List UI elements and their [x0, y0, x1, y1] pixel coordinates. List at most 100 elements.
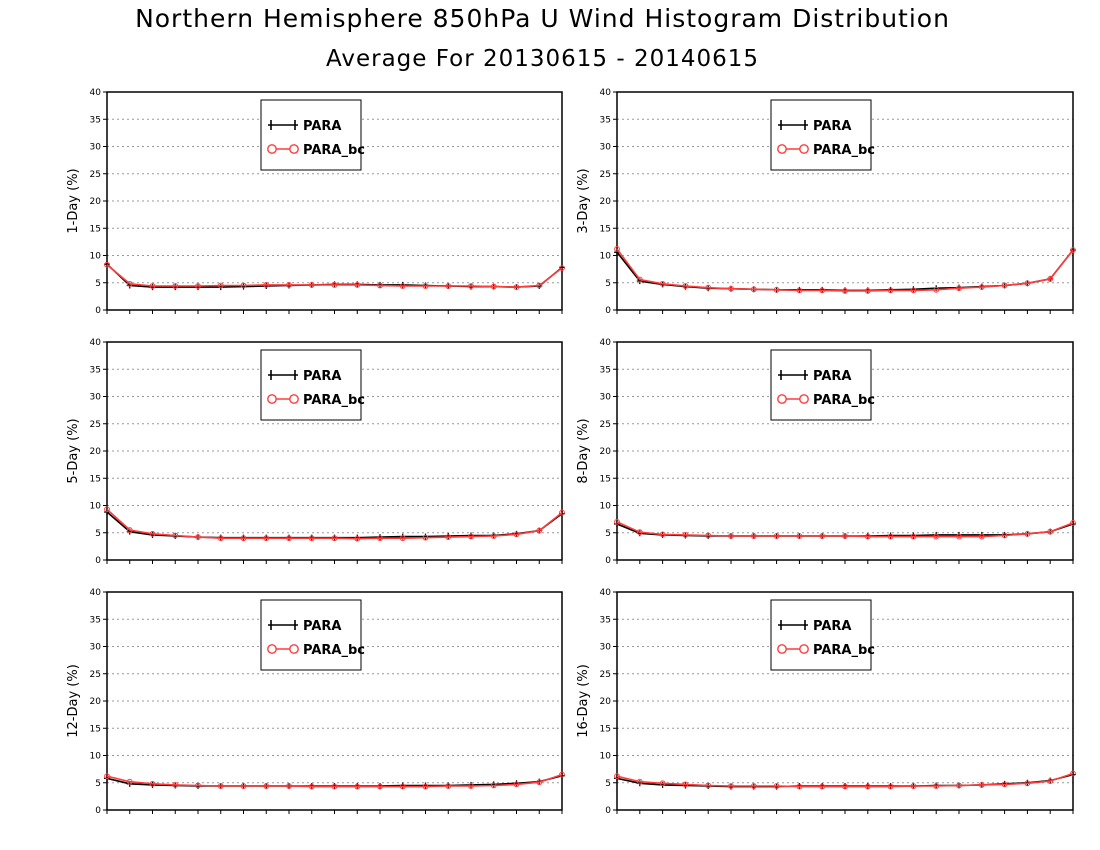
data-point [331, 535, 338, 542]
data-point [126, 527, 133, 533]
data-point [468, 283, 474, 289]
legend-label: PARA_bc [813, 393, 875, 408]
data-point [490, 283, 497, 290]
data-point [682, 781, 689, 788]
data-point [286, 282, 292, 288]
y-tick-label: 10 [90, 752, 102, 762]
y-tick-label: 0 [95, 306, 101, 316]
data-point [819, 783, 826, 790]
y-tick-label: 20 [600, 197, 612, 207]
y-tick-label: 30 [600, 143, 612, 153]
data-point [536, 779, 543, 786]
data-point [614, 773, 620, 780]
data-point [422, 783, 429, 790]
data-point [842, 288, 848, 294]
y-axis-label: 8-Day (%) [576, 418, 591, 483]
legend: PARA PARA_bc [260, 99, 365, 171]
data-point [559, 771, 565, 778]
y-axis-label: 12-Day (%) [66, 664, 81, 738]
y-tick-label: 30 [90, 643, 102, 653]
data-point [728, 285, 734, 292]
y-tick-label: 35 [90, 365, 101, 375]
y-tick-label: 15 [90, 724, 101, 734]
data-point [149, 530, 156, 537]
data-point [728, 533, 734, 539]
y-tick-label: 25 [90, 420, 101, 430]
y-tick-label: 0 [95, 806, 101, 816]
y-tick-label: 25 [90, 670, 101, 680]
legend-marker [289, 644, 299, 654]
legend-marker [267, 144, 277, 154]
data-point [773, 533, 780, 539]
series-line-para-bc [616, 521, 1074, 538]
chart-panel: 0 5 10 15 20 25 30 35 40 5-Day (%) PARA PARA_bc [66, 338, 565, 566]
data-point [910, 287, 917, 294]
chart-panel: 0 5 10 15 20 25 30 35 40 16-Day (%) PARA PARA_bc [576, 588, 1076, 816]
data-point [887, 287, 894, 294]
data-point [1070, 247, 1076, 253]
data-point [354, 535, 361, 542]
data-point [513, 284, 520, 291]
data-point [1001, 532, 1008, 539]
data-point [286, 783, 292, 789]
y-tick-label: 15 [90, 224, 101, 234]
y-axis-label: 5-Day (%) [66, 418, 81, 483]
data-point [217, 535, 224, 542]
plot-frame [616, 341, 1074, 561]
data-point [750, 783, 757, 789]
data-point [149, 283, 156, 289]
y-tick-label: 5 [605, 779, 611, 789]
chart-panel: 0 5 10 15 20 25 30 35 40 1-Day (%) PARA PARA_bc [66, 88, 565, 316]
legend-marker [799, 394, 809, 404]
data-point [354, 783, 361, 790]
y-tick-label: 40 [600, 88, 612, 98]
data-point [682, 532, 689, 538]
data-point [513, 781, 520, 788]
chart-panel: 0 5 10 15 20 25 30 35 40 12-Day (%) PARA PARA_bc [66, 588, 565, 816]
data-point [1024, 780, 1031, 787]
data-point [978, 533, 985, 540]
data-point [773, 783, 780, 789]
chart-panel: 0 5 10 15 20 25 30 35 40 8-Day (%) PARA PARA_bc [576, 338, 1076, 566]
data-point [513, 531, 520, 538]
data-point [149, 780, 156, 787]
data-point [682, 283, 689, 289]
data-point [422, 534, 429, 541]
y-tick-label: 40 [90, 338, 102, 348]
data-point [1024, 280, 1031, 287]
data-point [308, 535, 315, 542]
legend-marker [267, 394, 277, 404]
legend: PARA PARA_bc [260, 349, 365, 421]
data-point [399, 783, 406, 790]
data-point [308, 783, 315, 790]
data-point [614, 518, 620, 525]
y-tick-label: 30 [600, 643, 612, 653]
y-tick-label: 20 [90, 197, 102, 207]
legend-box [260, 349, 362, 421]
data-point [172, 782, 179, 788]
legend-label: PARA [303, 619, 341, 634]
legend-marker [777, 394, 787, 404]
y-tick-label: 0 [605, 556, 611, 566]
data-point [636, 529, 643, 536]
data-point [354, 282, 361, 288]
legend-box [260, 99, 362, 171]
data-point [842, 533, 848, 539]
data-point [978, 284, 985, 291]
data-point [705, 532, 712, 539]
y-tick-label: 25 [600, 420, 611, 430]
y-tick-label: 5 [95, 779, 101, 789]
plot-frame [106, 341, 563, 561]
data-point [956, 285, 962, 292]
data-point [240, 282, 247, 289]
y-tick-label: 20 [90, 447, 102, 457]
y-tick-label: 35 [600, 115, 611, 125]
data-point [705, 782, 712, 789]
data-point [750, 533, 757, 539]
data-point [728, 783, 734, 789]
legend: PARA PARA_bc [770, 599, 875, 671]
data-point [1070, 520, 1076, 526]
y-tick-label: 5 [605, 529, 611, 539]
legend-marker [289, 394, 299, 404]
y-tick-label: 5 [95, 279, 101, 289]
